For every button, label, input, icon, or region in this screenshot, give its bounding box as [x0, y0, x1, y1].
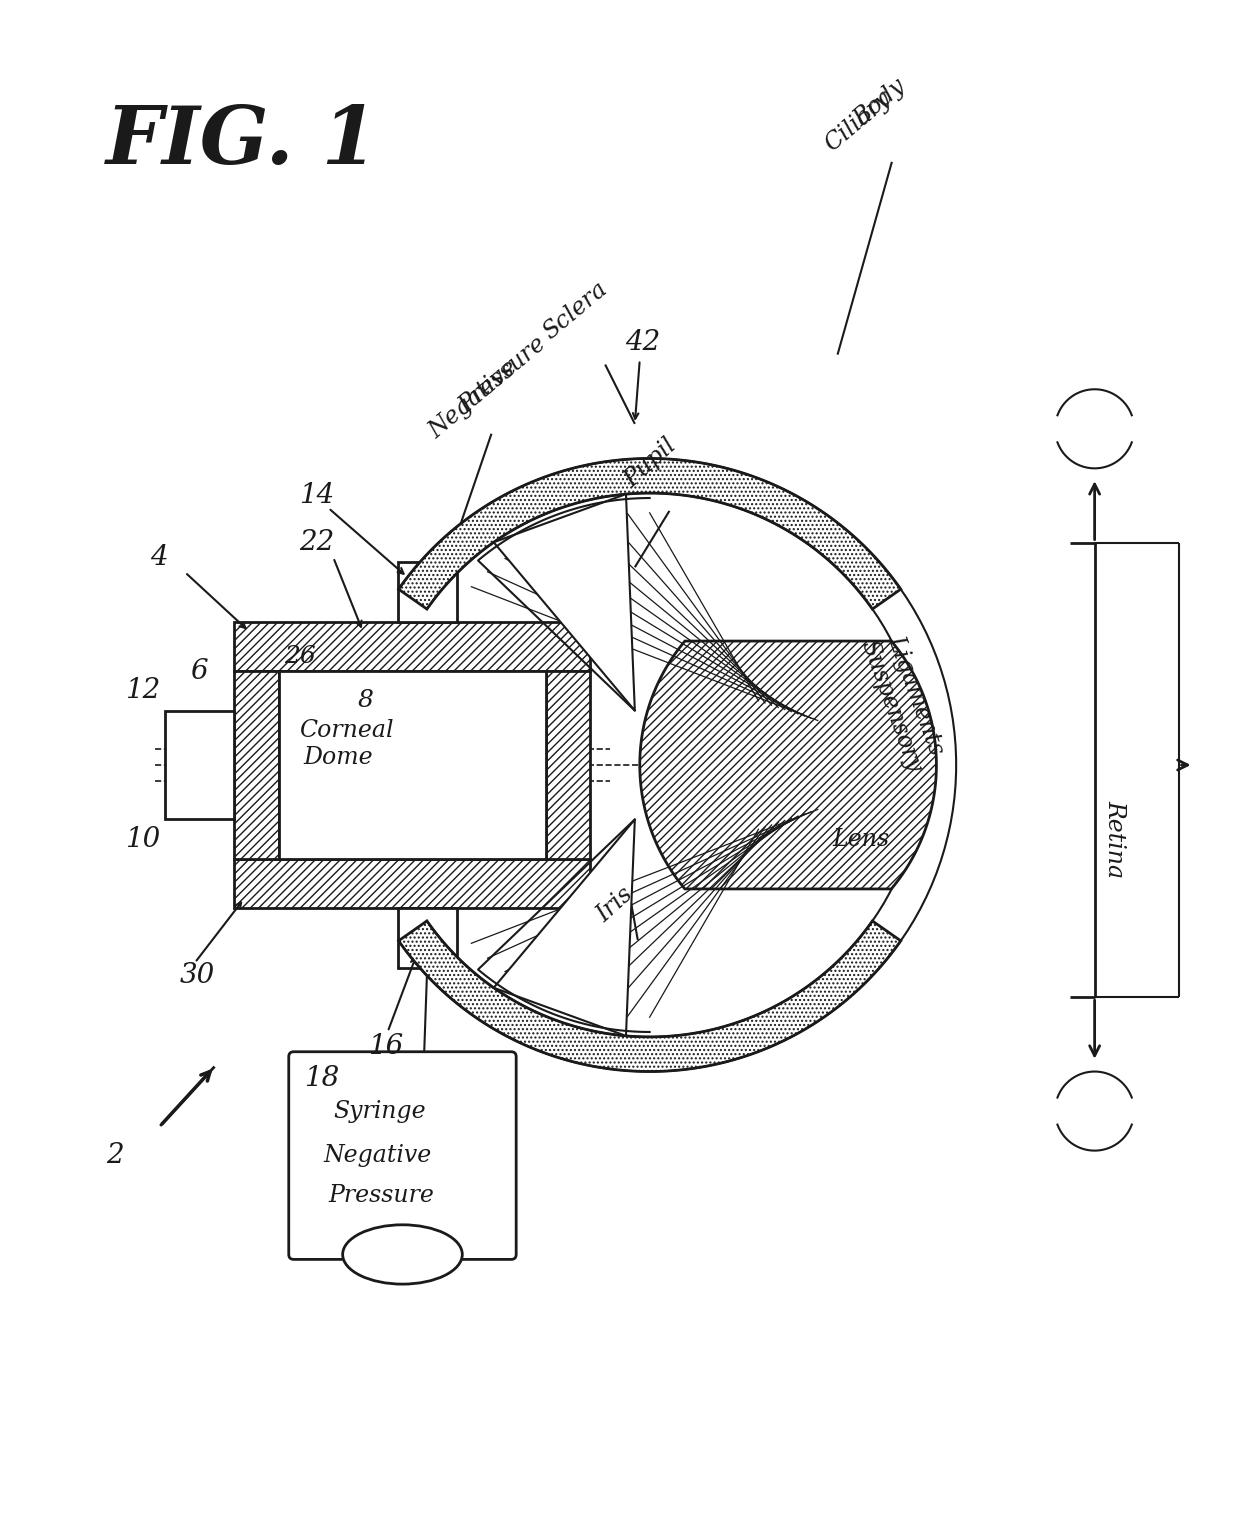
Polygon shape — [640, 641, 936, 889]
Text: Retina: Retina — [1102, 800, 1126, 878]
Text: Corneal: Corneal — [299, 719, 393, 742]
Text: Iris: Iris — [593, 883, 637, 927]
Text: 26: 26 — [284, 644, 315, 667]
Bar — [234, 858, 590, 909]
Text: Syringe: Syringe — [334, 1100, 425, 1123]
Text: Ciliary: Ciliary — [820, 87, 895, 156]
Bar — [165, 710, 234, 820]
Text: Lens: Lens — [832, 828, 890, 851]
Text: Sclera: Sclera — [538, 277, 611, 344]
Bar — [398, 563, 456, 621]
Bar — [234, 621, 590, 672]
Text: 2: 2 — [105, 1141, 124, 1169]
Text: Negative: Negative — [425, 355, 522, 442]
Text: 14: 14 — [299, 482, 334, 508]
Bar — [279, 672, 546, 858]
Text: Pressure: Pressure — [454, 332, 551, 418]
Bar — [398, 909, 456, 967]
FancyBboxPatch shape — [289, 1051, 516, 1259]
Text: 22: 22 — [299, 529, 334, 555]
Text: Negative: Negative — [324, 1144, 432, 1167]
Text: Body: Body — [849, 75, 910, 132]
Text: Pupil: Pupil — [620, 433, 681, 491]
Polygon shape — [494, 494, 635, 710]
Text: Dome: Dome — [304, 745, 373, 768]
Text: 8: 8 — [358, 688, 373, 713]
Ellipse shape — [342, 1226, 463, 1284]
Text: Ligaments: Ligaments — [883, 632, 947, 759]
Text: 10: 10 — [125, 826, 160, 852]
Text: 4: 4 — [150, 543, 167, 571]
Polygon shape — [398, 921, 900, 1071]
Text: Pressure: Pressure — [329, 1184, 434, 1207]
Text: 12: 12 — [125, 678, 160, 704]
Text: 42: 42 — [625, 329, 660, 356]
Text: 6: 6 — [190, 658, 207, 684]
Bar — [546, 672, 590, 858]
Polygon shape — [398, 459, 900, 609]
Text: 18: 18 — [304, 1065, 339, 1092]
Text: FIG. 1: FIG. 1 — [105, 103, 378, 181]
Text: Suspensory: Suspensory — [857, 638, 925, 776]
Text: 16: 16 — [368, 1033, 403, 1060]
Bar — [234, 672, 279, 858]
Text: 30: 30 — [180, 962, 216, 988]
Polygon shape — [494, 820, 635, 1036]
